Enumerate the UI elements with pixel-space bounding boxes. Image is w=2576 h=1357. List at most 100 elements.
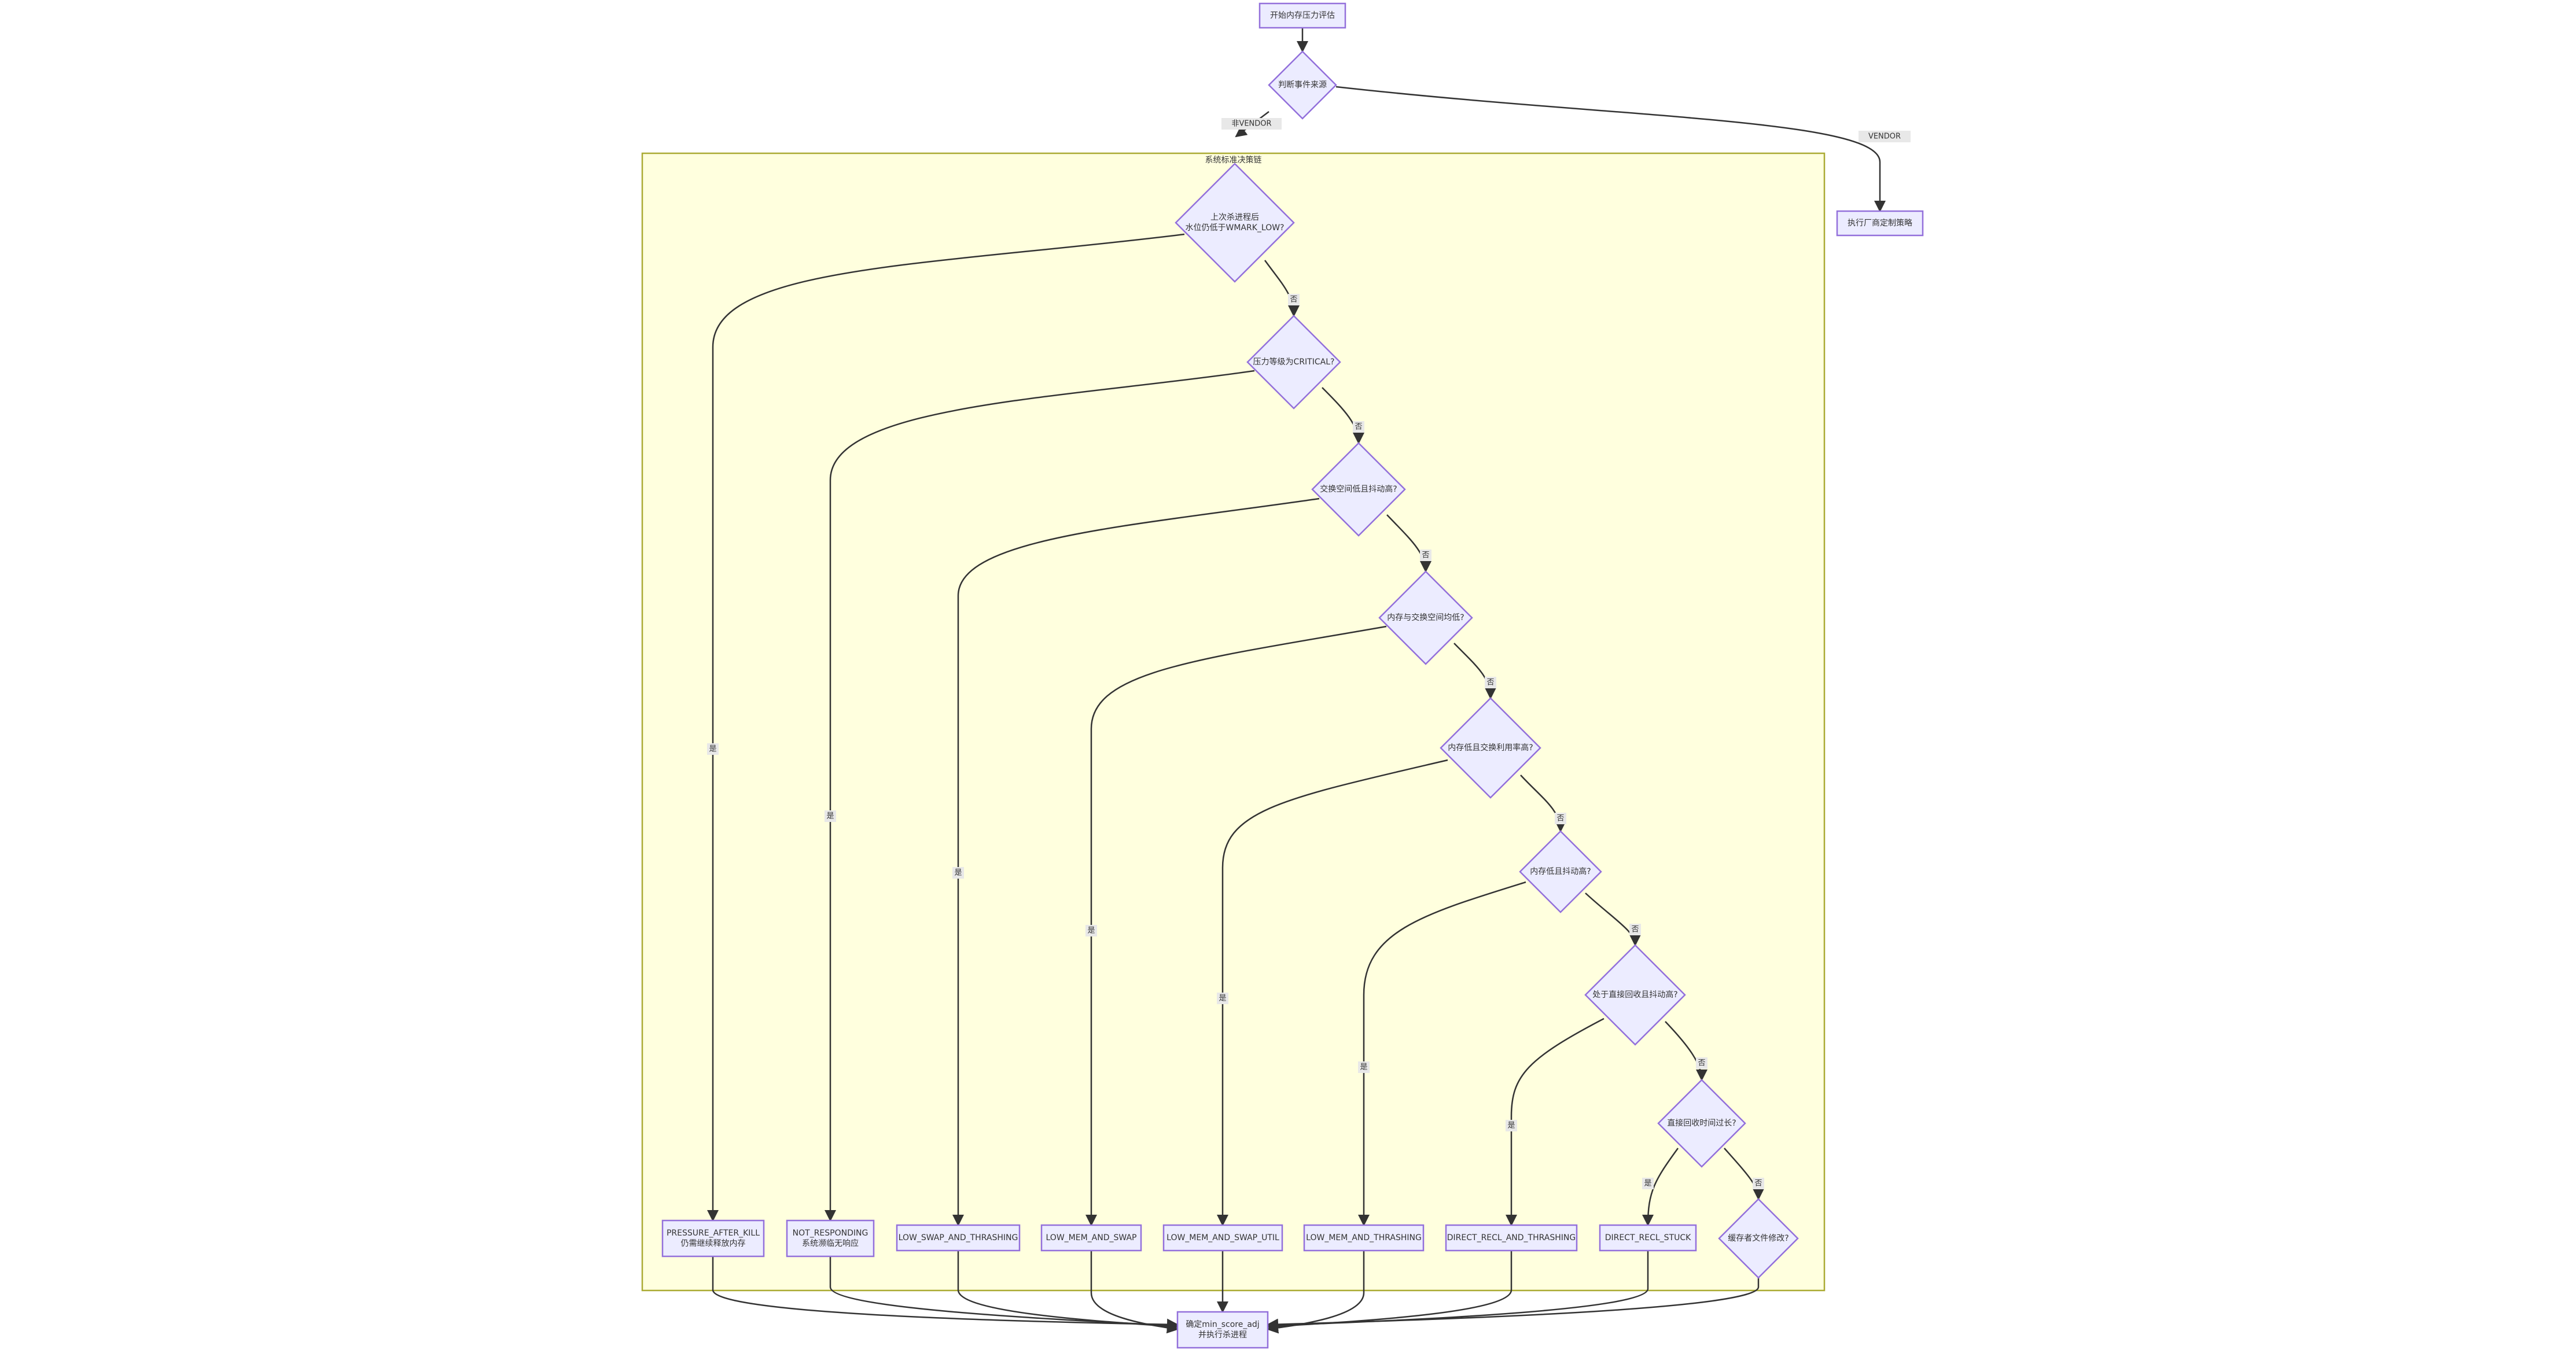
edge-d3-r3 bbox=[952, 497, 1320, 1226]
edge-label-d4-r4: 是 bbox=[1087, 927, 1095, 935]
edge-d2-d3 bbox=[1322, 387, 1364, 444]
node-box bbox=[1162, 1224, 1283, 1252]
node-d4: 内存与交换空间均低? bbox=[1378, 570, 1473, 665]
edge-d4-r4 bbox=[1085, 625, 1387, 1226]
edge-label-bg bbox=[952, 867, 964, 879]
node-box bbox=[1445, 1224, 1578, 1252]
node-label: LOW_MEM_AND_THRASHING bbox=[1306, 1233, 1422, 1242]
edge-label-bg bbox=[1629, 924, 1641, 935]
node-label: DIRECT_RECL_STUCK bbox=[1605, 1233, 1691, 1242]
edge-label-d3-r3: 是 bbox=[954, 869, 962, 877]
decision-diamond bbox=[1378, 570, 1473, 665]
edge-label-d6-r6: 是 bbox=[1360, 1063, 1367, 1072]
edge-label-bg bbox=[1221, 118, 1282, 130]
edge-label-d8-r8: 是 bbox=[1644, 1179, 1651, 1188]
edge-label-d7-r7: 是 bbox=[1507, 1122, 1515, 1130]
edge-d7-d8 bbox=[1665, 1021, 1707, 1081]
edge-d5-d6 bbox=[1520, 775, 1566, 832]
node-r5: LOW_MEM_AND_SWAP_UTIL bbox=[1162, 1224, 1283, 1252]
node-r6: LOW_MEM_AND_THRASHING bbox=[1303, 1224, 1425, 1252]
decision-diamond bbox=[1175, 163, 1295, 283]
node-start: 开始内存压力评估 bbox=[1258, 2, 1346, 29]
node-d5: 内存低且交换利用率高? bbox=[1440, 697, 1541, 799]
node-source: 判断事件来源 bbox=[1268, 50, 1337, 120]
node-d9: 缓存者文件修改? bbox=[1718, 1198, 1799, 1279]
edge-label-bg bbox=[1555, 813, 1566, 824]
edge-label-bg bbox=[1217, 993, 1228, 1004]
node-label: DIRECT_RECL_AND_THRASHING bbox=[1447, 1233, 1576, 1242]
edge-label-bg bbox=[1506, 1120, 1517, 1131]
edge-d9-end bbox=[1267, 1278, 1760, 1330]
edge-r4-end bbox=[1090, 1251, 1179, 1334]
node-label: 直接回收时间过长? bbox=[1667, 1118, 1736, 1128]
node-label: LOW_MEM_AND_SWAP bbox=[1046, 1233, 1137, 1242]
node-box bbox=[661, 1219, 765, 1258]
node-box bbox=[1303, 1224, 1425, 1252]
edge-d6-d7 bbox=[1585, 893, 1641, 946]
node-label: 缓存者文件修改? bbox=[1728, 1234, 1789, 1243]
cluster-box bbox=[641, 152, 1826, 1292]
edge-label-source-vendor: VENDOR bbox=[1868, 132, 1901, 141]
node-label: PRESSURE_AFTER_KILL bbox=[667, 1229, 760, 1238]
decision-diamond bbox=[1246, 315, 1341, 410]
node-label: 仍需继续释放内存 bbox=[681, 1238, 746, 1248]
edge-label-bg bbox=[1288, 294, 1300, 305]
node-label: 并执行杀进程 bbox=[1198, 1330, 1247, 1340]
edge-label-d8-d9: 否 bbox=[1754, 1179, 1762, 1188]
node-d2: 压力等级为CRITICAL? bbox=[1246, 315, 1341, 410]
edge-label-d1-r1: 是 bbox=[709, 745, 716, 754]
node-box bbox=[1836, 210, 1924, 237]
edge-label-bg bbox=[1085, 925, 1097, 936]
edge-label-d2-d3: 否 bbox=[1355, 423, 1362, 432]
decision-diamond bbox=[1268, 50, 1337, 120]
edge-label-d7-d8: 否 bbox=[1698, 1059, 1705, 1068]
edge-r3-end bbox=[957, 1251, 1179, 1332]
node-label: 水位仍低于WMARK_LOW? bbox=[1185, 223, 1284, 233]
node-d7: 处于直接回收且抖动高? bbox=[1584, 944, 1686, 1046]
node-box bbox=[1599, 1224, 1697, 1252]
node-box bbox=[1176, 1311, 1269, 1349]
edge-label-source-d1: 非VENDOR bbox=[1231, 120, 1271, 128]
edge-label-bg bbox=[1753, 1178, 1764, 1189]
edge-d1-r1 bbox=[707, 233, 1185, 1222]
edge-r1-end bbox=[712, 1256, 1179, 1330]
edge-label-bg bbox=[1642, 1178, 1654, 1189]
decision-diamond bbox=[1519, 830, 1602, 913]
decision-diamond bbox=[1440, 697, 1541, 799]
edge-label-d5-r5: 是 bbox=[1219, 994, 1226, 1003]
edge-label-bg bbox=[1358, 1061, 1370, 1073]
decision-diamond bbox=[1311, 442, 1406, 537]
edge-d5-r5 bbox=[1217, 759, 1448, 1226]
edge-d8-d9 bbox=[1724, 1148, 1764, 1200]
node-label: 判断事件来源 bbox=[1278, 80, 1327, 90]
node-label: 开始内存压力评估 bbox=[1270, 11, 1335, 20]
node-box bbox=[896, 1224, 1021, 1252]
node-label: 内存低且抖动高? bbox=[1530, 866, 1591, 876]
node-d6: 内存低且抖动高? bbox=[1519, 830, 1602, 913]
cluster-title: 系统标准决策链 bbox=[1205, 155, 1262, 165]
node-r3: LOW_SWAP_AND_THRASHING bbox=[896, 1224, 1021, 1252]
node-box bbox=[1258, 2, 1346, 29]
node-label: 交换空间低且抖动高? bbox=[1320, 484, 1397, 494]
node-box bbox=[1040, 1224, 1142, 1252]
node-d3: 交换空间低且抖动高? bbox=[1311, 442, 1406, 537]
node-r4: LOW_MEM_AND_SWAP bbox=[1040, 1224, 1142, 1252]
edge-d1-d2 bbox=[1264, 260, 1300, 317]
node-d8: 直接回收时间过长? bbox=[1657, 1079, 1746, 1168]
edge-d6-r6 bbox=[1358, 881, 1526, 1226]
node-label: 处于直接回收且抖动高? bbox=[1592, 990, 1677, 1000]
node-label: 内存与交换空间均低? bbox=[1387, 613, 1464, 622]
edge-label-d2-r2: 是 bbox=[826, 812, 834, 821]
edge-label-bg bbox=[1353, 421, 1364, 433]
edge-source-vendor bbox=[1335, 86, 1886, 212]
edge-label-bg bbox=[825, 810, 836, 822]
node-r8: DIRECT_RECL_STUCK bbox=[1599, 1224, 1697, 1252]
edge-r6-end bbox=[1267, 1251, 1365, 1334]
edge-label-d3-d4: 否 bbox=[1422, 551, 1429, 560]
node-label: 执行厂商定制策略 bbox=[1848, 218, 1912, 228]
